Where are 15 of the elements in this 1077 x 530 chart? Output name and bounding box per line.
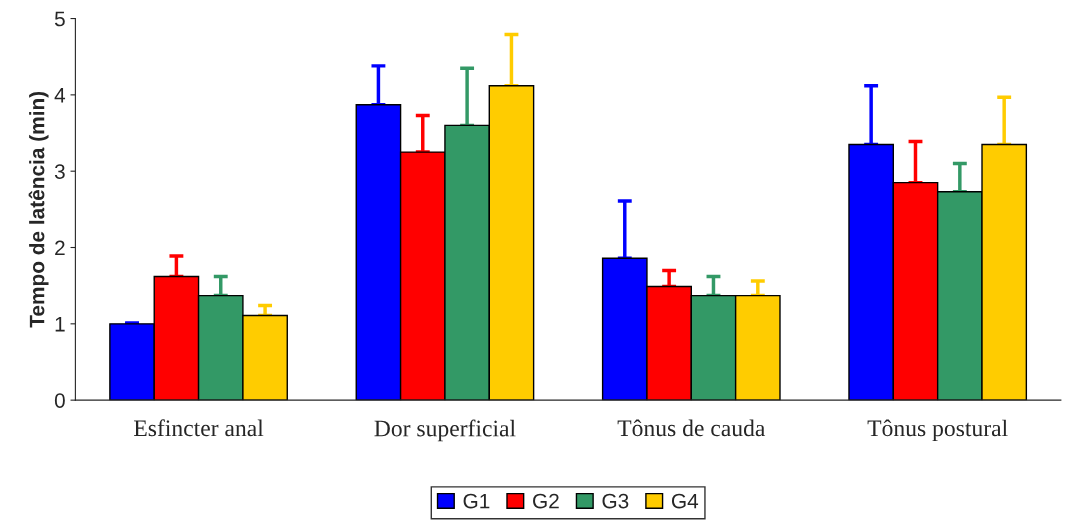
y-tick-label: 5 bbox=[54, 11, 65, 27]
x-tick-label: Tônus postural bbox=[867, 419, 1008, 442]
y-tick-label: 2 bbox=[55, 240, 65, 256]
y-tick-label: 0 bbox=[54, 393, 65, 408]
x-tick-label: Esfincter anal bbox=[134, 419, 264, 437]
y-tick-label: 3 bbox=[54, 164, 65, 179]
y-tick-label: 1 bbox=[55, 317, 65, 332]
legend-label: G3 bbox=[602, 493, 629, 509]
y-axis-title: Tempo de latência (min) bbox=[28, 91, 49, 328]
y-tick-label: 4 bbox=[54, 88, 66, 103]
x-tick-label: Tônus de cauda bbox=[617, 419, 766, 437]
legend-label: G4 bbox=[671, 493, 699, 509]
x-tick-label: Dor superficial bbox=[374, 419, 516, 442]
legend-label: G2 bbox=[533, 493, 559, 509]
legend-label: G1 bbox=[463, 493, 490, 509]
